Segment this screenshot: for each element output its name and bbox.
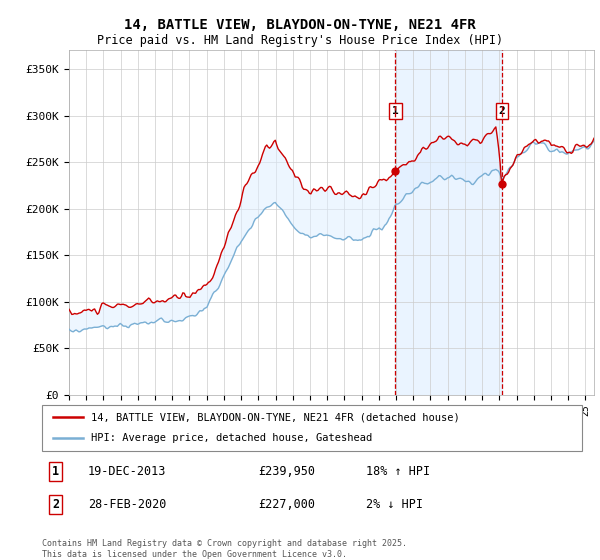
Text: 19-DEC-2013: 19-DEC-2013 (88, 465, 166, 478)
Text: 2% ↓ HPI: 2% ↓ HPI (366, 498, 423, 511)
Text: 1: 1 (52, 465, 59, 478)
FancyBboxPatch shape (42, 405, 582, 451)
Text: 28-FEB-2020: 28-FEB-2020 (88, 498, 166, 511)
Text: Price paid vs. HM Land Registry's House Price Index (HPI): Price paid vs. HM Land Registry's House … (97, 34, 503, 46)
Text: £239,950: £239,950 (258, 465, 315, 478)
Text: £227,000: £227,000 (258, 498, 315, 511)
Text: 14, BATTLE VIEW, BLAYDON-ON-TYNE, NE21 4FR: 14, BATTLE VIEW, BLAYDON-ON-TYNE, NE21 4… (124, 18, 476, 32)
Text: 14, BATTLE VIEW, BLAYDON-ON-TYNE, NE21 4FR (detached house): 14, BATTLE VIEW, BLAYDON-ON-TYNE, NE21 4… (91, 412, 460, 422)
Bar (395, 50, 502, 395)
Text: 1: 1 (392, 106, 399, 116)
Text: 2: 2 (499, 106, 505, 116)
Text: Contains HM Land Registry data © Crown copyright and database right 2025.
This d: Contains HM Land Registry data © Crown c… (42, 539, 407, 559)
Text: HPI: Average price, detached house, Gateshead: HPI: Average price, detached house, Gate… (91, 433, 372, 444)
Text: 18% ↑ HPI: 18% ↑ HPI (366, 465, 430, 478)
Text: 2: 2 (52, 498, 59, 511)
